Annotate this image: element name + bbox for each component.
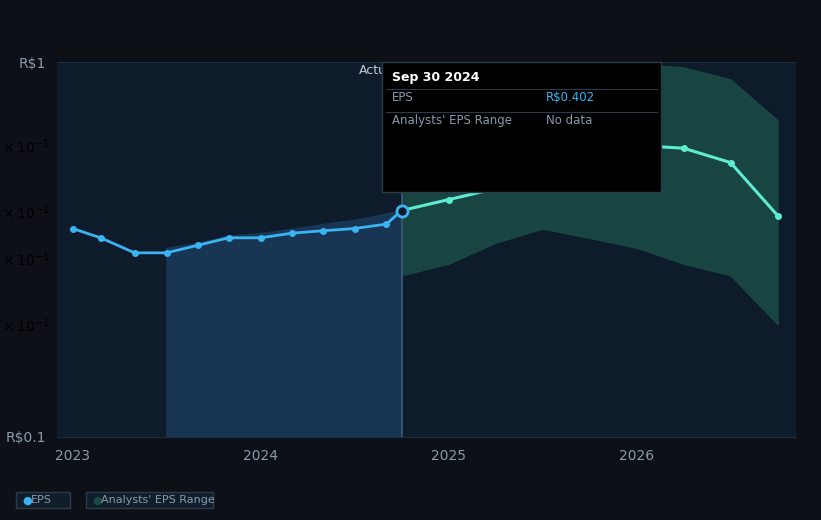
Text: EPS: EPS	[392, 92, 413, 105]
Text: Analysts' EPS Range: Analysts' EPS Range	[392, 114, 511, 127]
Text: Analysts' EPS Range: Analysts' EPS Range	[101, 495, 215, 505]
Text: R$0.402: R$0.402	[546, 92, 595, 105]
Text: ●: ●	[92, 495, 102, 505]
Text: No data: No data	[546, 114, 592, 127]
Text: Actual: Actual	[359, 64, 398, 77]
Text: ●: ●	[22, 495, 32, 505]
Text: Sep 30 2024: Sep 30 2024	[392, 71, 479, 84]
Text: EPS: EPS	[31, 495, 52, 505]
Text: Analysts Forecasts: Analysts Forecasts	[406, 64, 521, 77]
